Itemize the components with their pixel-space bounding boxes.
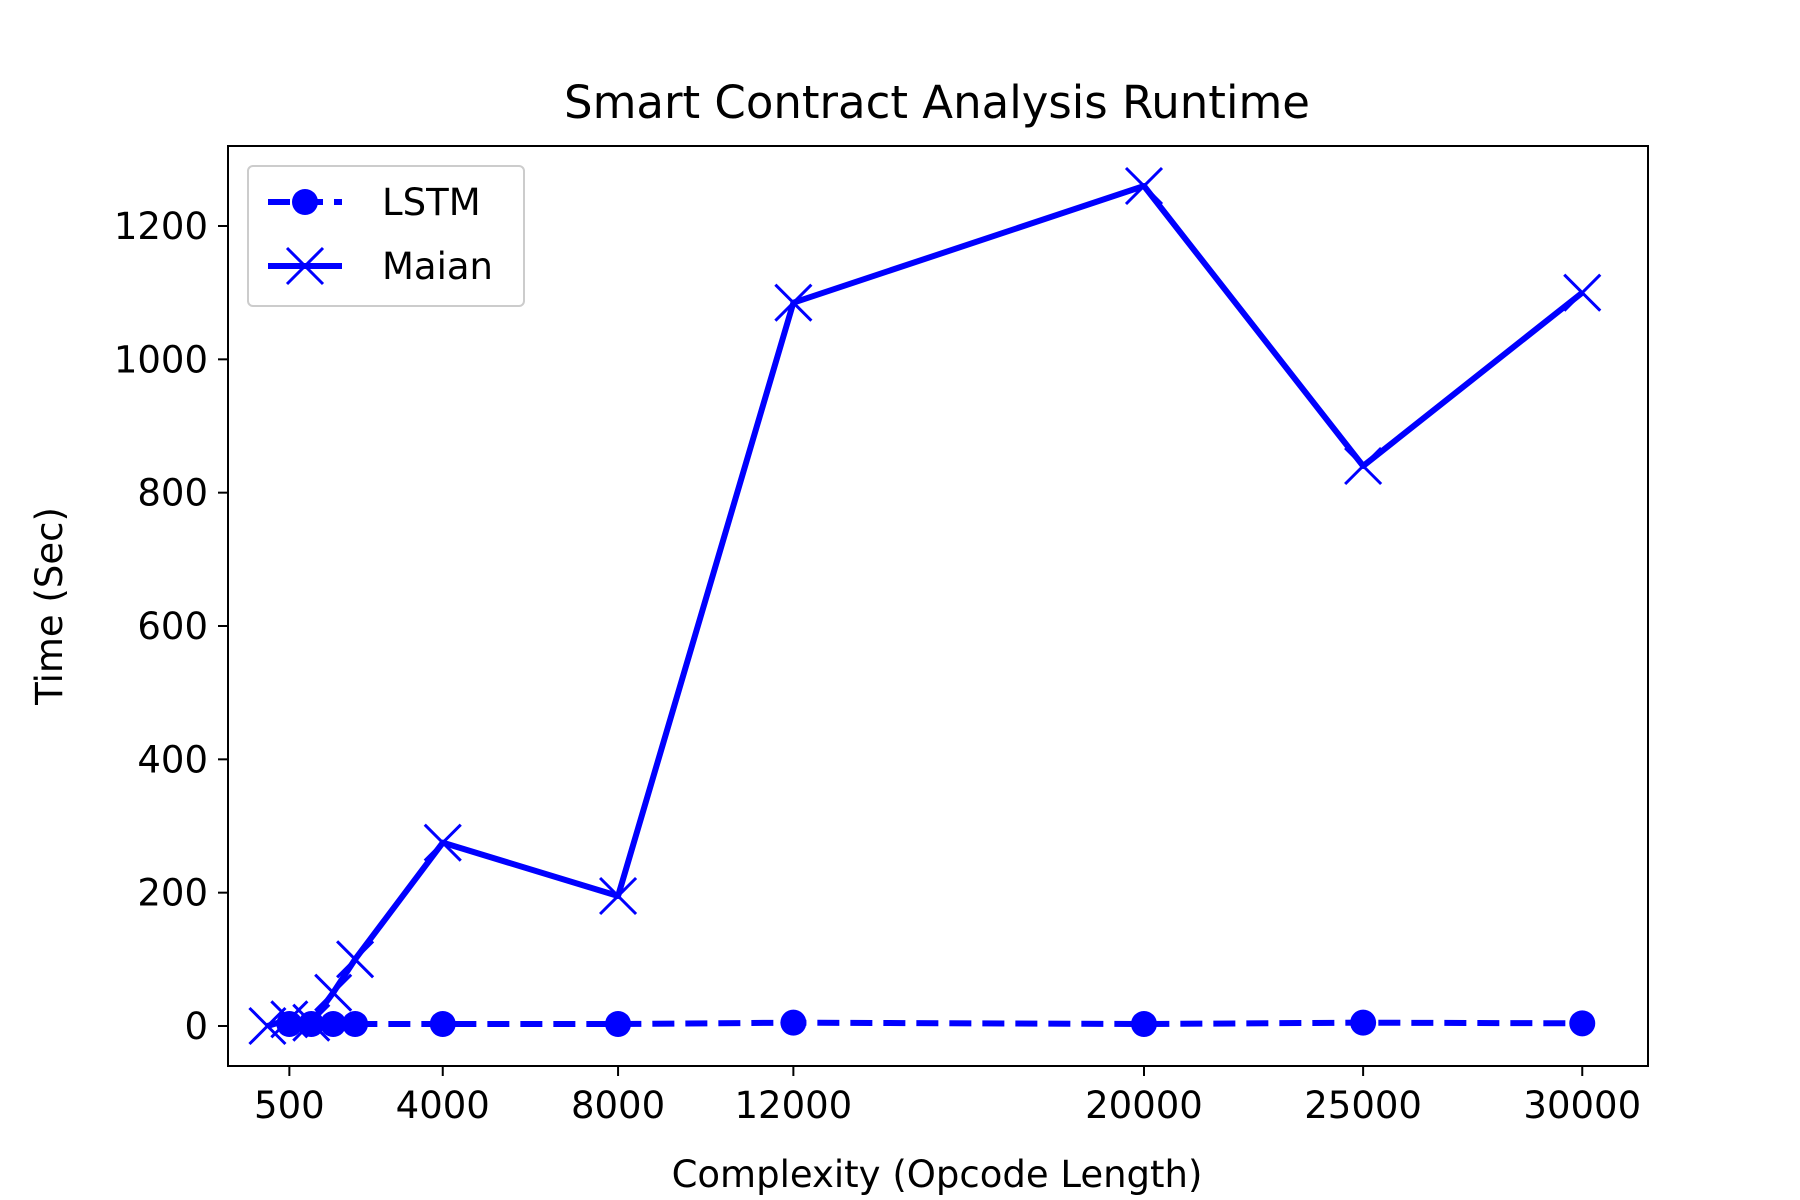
series-lstm-point [429, 1011, 456, 1037]
series-lstm-point [1130, 1011, 1157, 1037]
series-lstm-point [780, 1009, 807, 1036]
axes-layer: 500 4000 8000 12000 20000 25000 30000 0 200 400 60… [114, 205, 1641, 1127]
y-tick-label: 1200 [114, 205, 208, 248]
series-lstm-point [276, 1011, 303, 1037]
x-tick-label: 25000 [1304, 1084, 1422, 1127]
series-maian-point [774, 283, 813, 322]
x-axis-label: Complexity (Opcode Length) [672, 1153, 1203, 1196]
chart-title: Smart Contract Analysis Runtime [564, 76, 1310, 129]
series-maian-point-stroke [248, 1006, 287, 1046]
x-tick-label: 30000 [1523, 1084, 1641, 1127]
series-maian-point [314, 973, 353, 1012]
series-maian-point-stroke [336, 940, 375, 979]
series-line-lstm [289, 1019, 1583, 1027]
legend-label-maian: Maian [382, 245, 493, 288]
x-tick-label: 20000 [1085, 1084, 1203, 1127]
y-tick-label: 1000 [114, 338, 208, 381]
series-maian-point [248, 1006, 287, 1046]
series-maian-point [1124, 166, 1164, 206]
series-maian-point [423, 823, 462, 862]
series-maian-point-stroke [314, 973, 353, 1012]
series-maian-point [1344, 446, 1383, 486]
legend-lstm-point [292, 189, 318, 215]
y-tick-label: 200 [137, 872, 208, 915]
y-tick-label: 800 [137, 472, 208, 515]
y-tick-label: 600 [137, 605, 208, 648]
y-tick-label: 0 [184, 1005, 208, 1048]
y-tick-label: 400 [137, 738, 208, 781]
series-lstm-point [298, 1011, 325, 1037]
series-maian-point-stroke [1563, 273, 1602, 312]
legend-entry-lstm: LSTM [268, 181, 481, 224]
series-maian-point [336, 940, 375, 979]
plot-frame [227, 145, 1649, 1067]
x-tick-label: 500 [254, 1084, 325, 1127]
series-lstm-point [320, 1011, 347, 1037]
legend-maian-point [285, 246, 325, 286]
series-maian-point [1563, 273, 1602, 312]
y-axis-label: Time (Sec) [28, 507, 71, 706]
series-maian-point-stroke [599, 876, 638, 916]
series-lstm-point [605, 1011, 632, 1037]
series-lstm-point [1569, 1010, 1596, 1037]
series-lstm-point [342, 1011, 369, 1037]
series-maian-point-stroke [1344, 446, 1383, 486]
series-maian-point-stroke [1124, 166, 1164, 206]
series-maian-point [599, 876, 638, 916]
x-tick-label: 4000 [396, 1084, 490, 1127]
series-lstm [276, 1009, 1596, 1037]
legend-label-lstm: LSTM [382, 181, 481, 224]
plot-layer [248, 166, 1602, 1046]
x-tick-label: 12000 [735, 1084, 853, 1127]
series-maian-point-stroke [774, 283, 813, 322]
x-tick-label: 8000 [571, 1084, 665, 1127]
series-lstm-point [1350, 1009, 1377, 1036]
legend: LSTM Maian [247, 165, 525, 307]
legend-entry-maian: Maian [268, 245, 493, 288]
series-maian-point-stroke [423, 823, 462, 862]
legend-maian-point-stroke [285, 246, 325, 286]
